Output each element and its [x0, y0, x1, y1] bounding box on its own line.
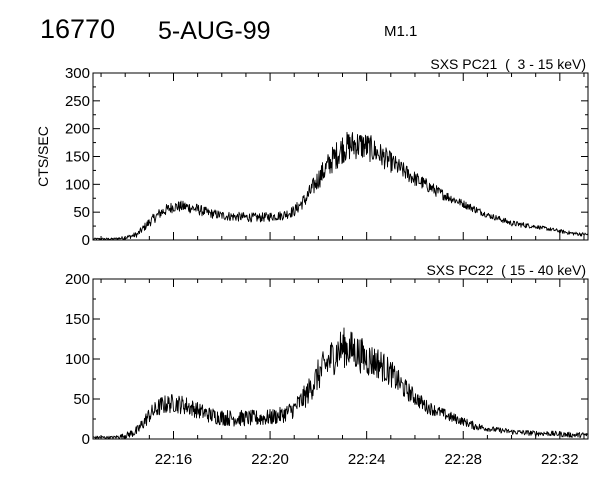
y-tick-label: 100	[65, 176, 90, 193]
x-tick-label: 22:28	[444, 451, 482, 468]
series-line	[93, 131, 588, 241]
y-tick-label: 150	[65, 311, 90, 328]
y-tick-label: 50	[73, 391, 90, 408]
x-tick-label: 22:20	[251, 451, 289, 468]
panel-title: SXS PC21 ( 3 - 15 keV)	[430, 56, 586, 72]
flare-class: M1.1	[384, 23, 418, 40]
event-id: 16770	[40, 14, 116, 44]
x-tick-label: 22:24	[348, 451, 386, 468]
y-tick-label: 150	[65, 149, 90, 166]
y-tick-label: 200	[65, 121, 90, 138]
x-tick-label: 22:16	[155, 451, 193, 468]
y-tick-label: 0	[82, 232, 90, 249]
y-tick-label: 0	[82, 431, 90, 448]
y-tick-label: 50	[73, 204, 90, 221]
y-tick-label: 200	[65, 271, 90, 288]
panel-title: SXS PC22 ( 15 - 40 keV)	[426, 262, 586, 278]
x-tick-label: 22:32	[541, 451, 579, 468]
y-tick-label: 300	[65, 65, 90, 82]
event-date: 5-AUG-99	[158, 17, 271, 45]
y-tick-label: 250	[65, 93, 90, 110]
plot-frame	[92, 72, 589, 241]
plot-frame	[92, 278, 589, 440]
y-axis-label: CTS/SEC	[35, 126, 51, 187]
series-line	[93, 327, 588, 440]
y-tick-label: 100	[65, 351, 90, 368]
